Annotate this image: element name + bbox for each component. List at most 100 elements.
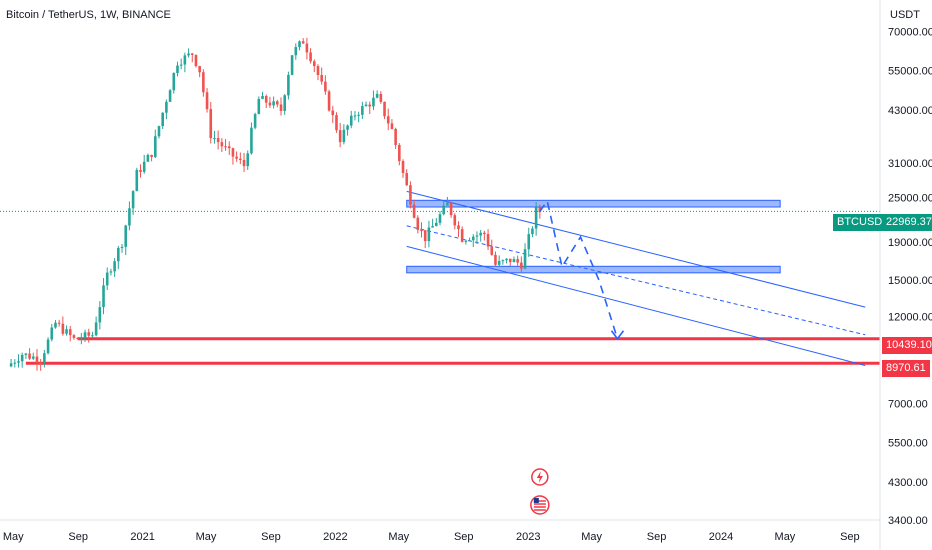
candle-body	[272, 101, 275, 106]
candle-body	[105, 272, 109, 286]
zone-box-1	[406, 199, 781, 208]
candle-body	[205, 92, 209, 110]
channel-middle-line	[406, 225, 866, 336]
us-flag-icon	[530, 495, 550, 515]
candle-body	[31, 356, 35, 359]
flag-canton	[533, 498, 539, 503]
candle-body	[287, 74, 290, 96]
candle-body	[431, 225, 434, 228]
candle-body	[139, 169, 142, 172]
candle-body	[324, 81, 327, 92]
candle-body	[98, 307, 102, 323]
candle-body	[213, 138, 216, 140]
candle-body	[401, 161, 405, 174]
channel-upper-line	[406, 190, 866, 308]
candle-body	[172, 73, 176, 91]
candle-body	[320, 75, 323, 82]
candle-body	[250, 127, 253, 154]
candle-body	[231, 148, 235, 157]
candle-body	[94, 322, 98, 336]
candle-body	[361, 106, 364, 115]
x-tick-label: Sep	[68, 531, 88, 543]
candle-body	[357, 114, 360, 116]
candle-body	[372, 97, 375, 107]
x-tick-label: May	[581, 531, 602, 543]
candle-body	[35, 356, 39, 363]
candle-body	[80, 338, 83, 340]
candle-body	[216, 138, 220, 143]
candle-body	[412, 204, 416, 218]
current-price-value: 22969.37	[886, 216, 932, 228]
candle-body	[342, 129, 346, 143]
candle-body	[113, 261, 116, 272]
y-tick-label: 70000.00	[888, 26, 932, 38]
candle-body	[516, 259, 519, 263]
x-tick-label: May	[3, 531, 24, 543]
y-tick-label: 5500.00	[888, 437, 928, 449]
candle-body	[446, 202, 449, 206]
candle-body	[194, 54, 198, 67]
candle-body	[353, 115, 357, 117]
candle-body	[327, 91, 331, 111]
y-tick-label: 7000.00	[888, 398, 928, 410]
candle-body	[61, 323, 65, 334]
candle-body	[257, 98, 261, 115]
candle-body	[135, 169, 139, 192]
x-tick-label: 2024	[709, 531, 733, 543]
candle-body	[20, 354, 24, 362]
candle-body	[235, 156, 238, 159]
candle-body	[531, 228, 534, 235]
y-tick-label: 43000.00	[888, 105, 932, 117]
candle-body	[471, 236, 475, 241]
candle-body	[435, 222, 438, 226]
x-tick-label: 2021	[130, 531, 154, 543]
ticker-name: BTCUSDT	[837, 216, 889, 228]
candle-body	[43, 353, 46, 363]
candle-body	[268, 102, 272, 106]
candle-body	[368, 104, 372, 107]
x-tick-label: Sep	[647, 531, 667, 543]
candle-body	[508, 258, 512, 263]
candle-body	[150, 154, 153, 157]
candle-body	[527, 234, 531, 250]
current-symbol-tag: BTCUSDT	[833, 214, 893, 231]
candle-body	[523, 249, 527, 269]
candle-body	[505, 258, 508, 261]
candle-body	[468, 240, 471, 242]
candle-body	[534, 207, 538, 229]
candle-body	[486, 234, 490, 247]
candle-body	[50, 327, 54, 340]
x-tick-label: Sep	[454, 531, 474, 543]
candle-body	[394, 128, 397, 145]
candle-body	[301, 41, 305, 44]
candle-body	[227, 146, 231, 149]
candle-body	[346, 125, 349, 130]
level-value-1: 10439.10	[886, 339, 932, 351]
candle-body	[131, 191, 135, 209]
y-tick-label: 3400.00	[888, 515, 928, 527]
candle-body	[442, 205, 445, 215]
candle-body	[198, 66, 201, 73]
candle-body	[124, 225, 128, 247]
candle-body	[464, 240, 468, 242]
candle-body	[490, 246, 494, 255]
candle-body	[427, 227, 431, 242]
candle-body	[349, 115, 353, 126]
candle-body	[161, 112, 164, 127]
level-tag-2: 8970.61	[882, 360, 930, 377]
candle-body	[109, 271, 113, 273]
candle-body	[494, 254, 497, 265]
x-tick-label: May	[775, 531, 796, 543]
candle-body	[283, 95, 287, 111]
candle-body	[483, 232, 486, 235]
currency-unit-label: USDT	[890, 9, 920, 21]
candle-body	[497, 260, 501, 265]
y-tick-label: 55000.00	[888, 65, 932, 77]
candle-body	[290, 55, 294, 75]
candle-body	[202, 72, 205, 93]
candle-body	[76, 337, 79, 339]
candle-body	[457, 225, 460, 230]
candle-body	[83, 332, 87, 339]
